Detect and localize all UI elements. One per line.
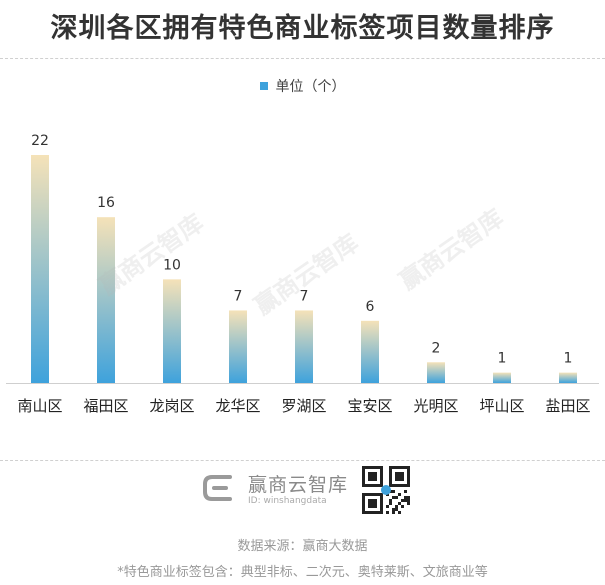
legend: 单位（个）	[0, 76, 605, 96]
x-tick-label: 罗湖区	[281, 397, 326, 415]
data-label: 22	[31, 133, 49, 149]
legend-swatch	[259, 82, 268, 90]
qr-code-icon	[362, 466, 410, 514]
x-tick-label: 龙岗区	[149, 397, 194, 415]
brand-block: 赢商云智库 ID: winshangdata	[200, 466, 530, 516]
bars-group: 22 南山区 16 福田区 10 龙岗区 7 龙华区 7 罗湖区 6 宝安区 2 光明区 1 坪山区 1 盐田区	[6, 133, 599, 415]
data-label: 16	[97, 195, 115, 211]
data-label: 7	[234, 288, 243, 304]
data-label: 6	[366, 299, 375, 315]
bar	[295, 310, 313, 383]
x-tick-label: 盐田区	[545, 397, 590, 415]
bar	[427, 362, 445, 383]
x-tick-label: 宝安区	[347, 397, 392, 415]
x-tick-label: 福田区	[83, 397, 128, 415]
x-tick-label: 光明区	[413, 397, 458, 415]
x-tick-label: 龙华区	[215, 397, 260, 415]
x-tick-label: 坪山区	[479, 397, 524, 415]
top-divider	[0, 58, 605, 59]
bottom-divider	[0, 460, 605, 461]
bar	[97, 217, 115, 383]
data-label: 2	[432, 340, 441, 356]
legend-label: 单位（个）	[275, 79, 346, 95]
bar	[31, 155, 49, 383]
bar	[229, 310, 247, 383]
data-label: 10	[163, 257, 181, 273]
bar	[361, 320, 379, 383]
brand-name: 赢商云智库	[248, 474, 349, 496]
data-source: 数据来源：赢商大数据	[237, 539, 368, 554]
bar	[163, 279, 181, 383]
data-label: 1	[564, 351, 573, 367]
footnote: *特色商业标签包含：典型非标、二次元、奥特莱斯、文旅商业等	[117, 565, 488, 580]
data-label: 1	[498, 351, 507, 367]
brand-logo-icon	[203, 475, 232, 501]
bar-chart: 22 南山区 16 福田区 10 龙岗区 7 龙华区 7 罗湖区 6 宝安区 2 光明区 1 坪山区 1 盐田区	[6, 133, 599, 415]
bar	[493, 372, 511, 383]
brand-id: ID: winshangdata	[248, 496, 327, 506]
x-tick-label: 南山区	[17, 397, 62, 415]
bar	[559, 372, 577, 383]
chart-title: 深圳各区拥有特色商业标签项目数量排序	[50, 13, 555, 44]
data-label: 7	[300, 288, 309, 304]
